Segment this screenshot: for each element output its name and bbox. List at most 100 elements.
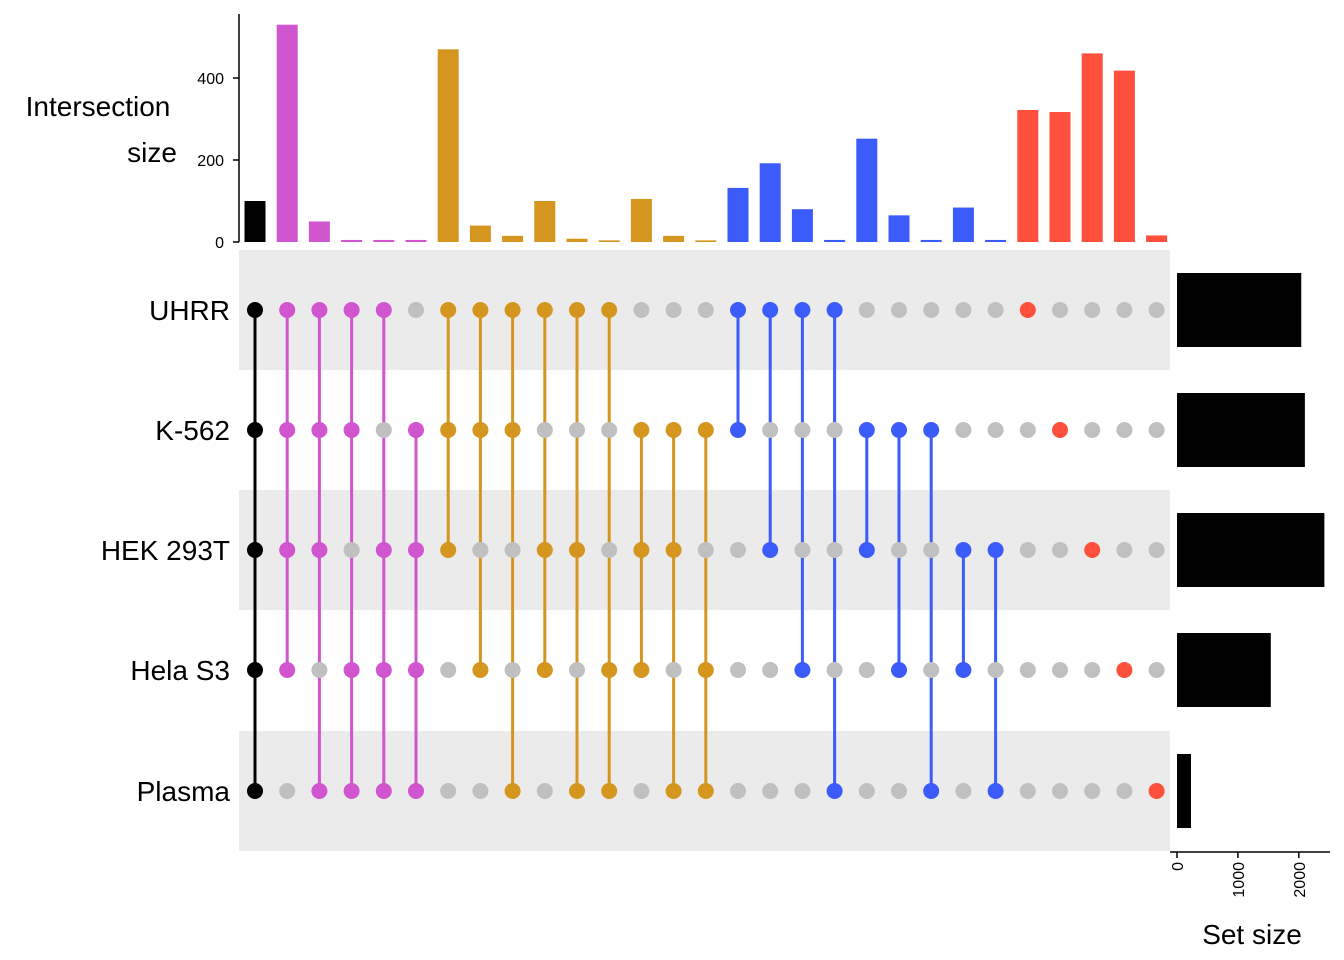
matrix-dot-inactive: [1116, 302, 1133, 318]
matrix-dot-active: [665, 542, 682, 558]
matrix-dot-inactive: [858, 302, 875, 318]
matrix-dot-inactive: [1116, 422, 1133, 438]
set-size-bar: [1177, 633, 1271, 707]
matrix-dot-active: [279, 302, 296, 318]
matrix-dot-active: [536, 662, 553, 678]
intersection-bar: [1049, 112, 1071, 242]
matrix-dot-active: [311, 422, 328, 438]
matrix-dot-active: [633, 662, 650, 678]
matrix-dot-inactive: [408, 302, 424, 318]
set-size-bars: [1177, 273, 1325, 828]
set-size-tick-label: 2000: [1292, 862, 1309, 898]
intersection-bar: [952, 207, 974, 242]
matrix-dot-active: [375, 783, 392, 799]
matrix-dot-inactive: [923, 302, 940, 318]
matrix-dot-inactive: [279, 783, 296, 799]
matrix-dot-active: [536, 302, 553, 318]
matrix-dot-inactive: [1052, 302, 1068, 318]
matrix-dot-active: [955, 542, 972, 558]
intersection-bar: [598, 240, 620, 242]
matrix-dot-inactive: [730, 783, 746, 799]
matrix-dot-inactive: [1019, 783, 1036, 799]
matrix-dot-inactive: [762, 783, 779, 799]
matrix-dot-inactive: [1084, 422, 1101, 438]
intersection-bar: [1113, 70, 1135, 243]
matrix-dot-active: [440, 302, 457, 318]
matrix-dot-active: [794, 302, 811, 318]
matrix-dot-active: [858, 422, 875, 438]
matrix-dot-inactive: [955, 783, 972, 799]
matrix-dot-inactive: [665, 662, 682, 678]
matrix-dot-inactive: [762, 422, 779, 438]
matrix-dot-inactive: [601, 542, 618, 558]
intersection-bar: [469, 225, 491, 242]
matrix-dot-active: [343, 783, 360, 799]
matrix-dot-active: [697, 662, 714, 678]
matrix-dot-active: [504, 302, 521, 318]
matrix-dot-active: [633, 542, 650, 558]
matrix-dot-active: [633, 422, 650, 438]
y-axis-title-line-1: Intersection: [26, 91, 171, 122]
matrix-dot-active: [923, 783, 940, 799]
matrix-dot-inactive: [923, 662, 940, 678]
matrix-dot-active: [1084, 542, 1101, 558]
matrix-dot-inactive: [440, 783, 457, 799]
matrix-dot-active: [408, 783, 424, 799]
matrix-dot-inactive: [1084, 783, 1101, 799]
matrix-dot-active: [794, 662, 811, 678]
intersection-bar: [824, 239, 846, 242]
matrix-dot-inactive: [826, 662, 843, 678]
intersection-bar: [985, 239, 1007, 242]
matrix-dot-active: [375, 542, 392, 558]
matrix-dot-active: [311, 783, 328, 799]
matrix-dot-active: [762, 542, 779, 558]
intersection-bar: [630, 198, 652, 242]
matrix-dot-active: [955, 662, 972, 678]
matrix-dot-active: [1019, 302, 1036, 318]
intersection-bar: [759, 163, 781, 242]
matrix-dot-active: [891, 662, 907, 678]
matrix-dot-active: [665, 783, 682, 799]
matrix-dot-inactive: [1148, 422, 1165, 438]
matrix-dot-inactive: [955, 302, 972, 318]
matrix-dot-inactive: [1148, 662, 1165, 678]
matrix-dot-active: [440, 542, 457, 558]
matrix-dot-active: [697, 422, 714, 438]
matrix-dot-active: [343, 302, 360, 318]
set-size-bar: [1177, 513, 1325, 587]
set-label: Hela S3: [130, 655, 230, 686]
matrix-dot-inactive: [472, 783, 489, 799]
matrix-dot-active: [665, 422, 682, 438]
matrix-dot-active: [1148, 783, 1165, 799]
matrix-dot-active: [569, 542, 585, 558]
y-axis-title-line-2: size: [127, 137, 177, 168]
matrix-dot-active: [858, 542, 875, 558]
intersection-bar: [888, 215, 910, 242]
matrix-dot-inactive: [375, 422, 392, 438]
matrix-dot-active: [343, 422, 360, 438]
set-label: HEK 293T: [101, 535, 230, 566]
matrix-dot-active: [1052, 422, 1068, 438]
intersection-bar: [791, 209, 813, 242]
matrix-dot-inactive: [633, 783, 650, 799]
matrix-dot-inactive: [343, 542, 360, 558]
matrix-dot-active: [826, 783, 843, 799]
y-tick-label: 200: [197, 153, 224, 170]
matrix-dot-active: [472, 662, 489, 678]
intersection-bar: [727, 187, 749, 242]
intersection-bar: [373, 239, 395, 242]
set-label: UHRR: [149, 295, 230, 326]
intersection-bar: [534, 201, 556, 242]
set-labels: UHRR K-562 HEK 293T Hela S3 Plasma: [101, 295, 231, 807]
matrix-dot-active: [247, 422, 263, 438]
matrix-dot-active: [311, 302, 328, 318]
set-label: Plasma: [137, 776, 231, 807]
matrix-dot-active: [408, 662, 424, 678]
matrix-dot-inactive: [601, 422, 618, 438]
y-tick-label: 0: [215, 235, 224, 252]
matrix-dot-inactive: [987, 422, 1004, 438]
matrix-dot-active: [923, 422, 940, 438]
set-size-axis: 0 1000 2000: [1170, 851, 1330, 898]
matrix-dot-active: [697, 783, 714, 799]
